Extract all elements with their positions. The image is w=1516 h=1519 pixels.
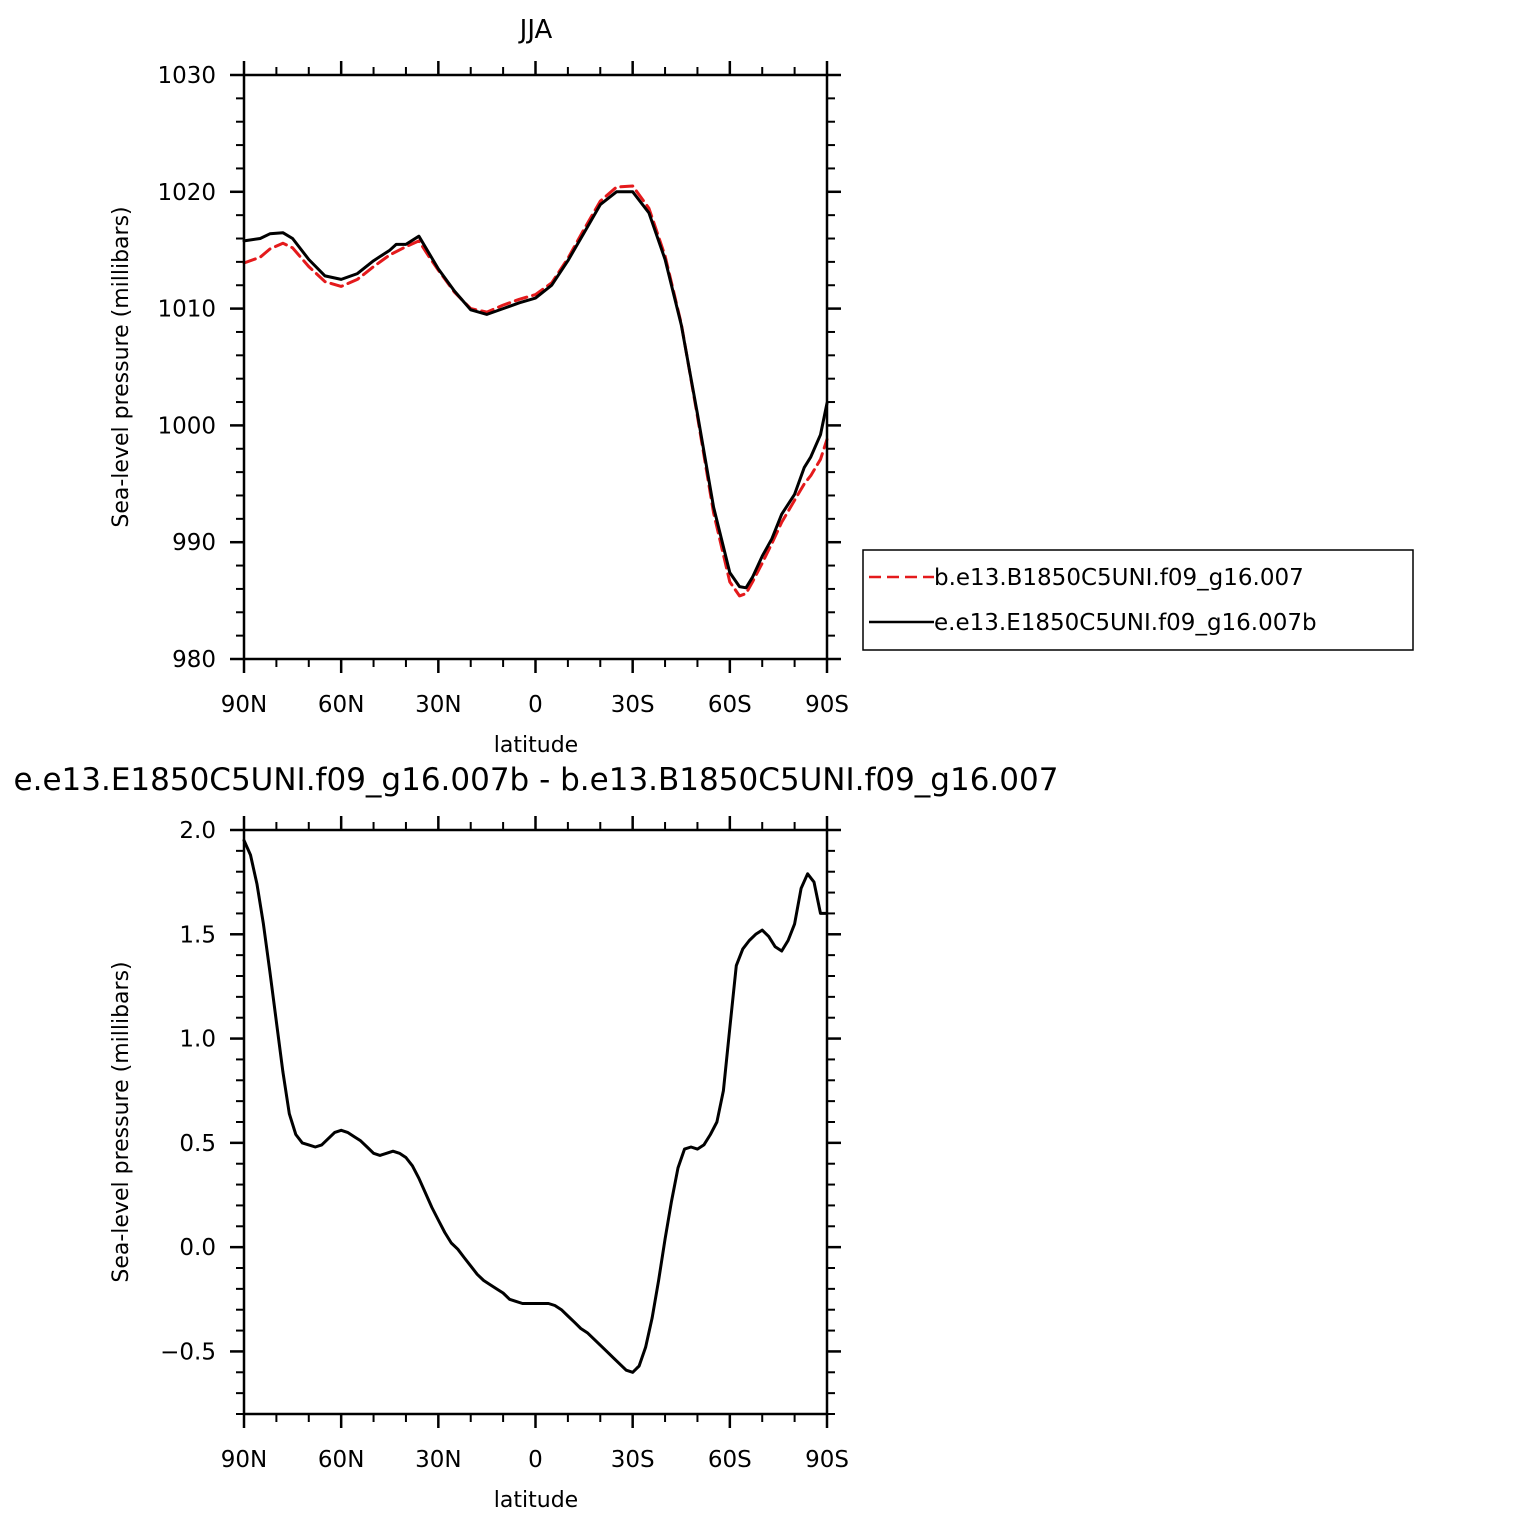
top-chart-series [242, 184, 829, 598]
bottom-chart-x-tick-label: 60N [318, 1447, 364, 1473]
legend: b.e13.B1850C5UNI.f09_g16.007 e.e13.E1850… [862, 549, 1414, 651]
bottom-chart-y-tick-label: 2.0 [179, 818, 216, 844]
bottom-chart-ylabel: Sea-level pressure (millibars) [109, 961, 134, 1282]
bottom-chart-title: e.e13.E1850C5UNI.f09_g16.007b - b.e13.B1… [14, 762, 1059, 798]
bottom-chart: e.e13.E1850C5UNI.f09_g16.007b - b.e13.B1… [14, 762, 1059, 1513]
legend-item-1-label: b.e13.B1850C5UNI.f09_g16.007 [934, 565, 1304, 591]
top-chart-frame [242, 73, 829, 661]
top-chart-x-tick-label: 90N [221, 692, 267, 718]
top-chart-x-tick-label: 0 [528, 692, 543, 718]
bottom-chart-series [242, 838, 829, 1374]
top-chart-ylabel: Sea-level pressure (millibars) [109, 206, 134, 527]
legend-item-2-label: e.e13.E1850C5UNI.f09_g16.007b [934, 610, 1317, 636]
top-chart-y-tick-label: 1000 [157, 413, 216, 439]
bottom-chart-x-tick-label: 30S [611, 1447, 655, 1473]
top-chart-y-tick-label: 980 [172, 647, 216, 673]
top-chart-series-line-2 [242, 190, 829, 590]
bottom-chart-frame [242, 828, 829, 1416]
top-chart-x-tick-label: 30S [611, 692, 655, 718]
bottom-chart-y-tick-label: 0.0 [179, 1235, 216, 1261]
bottom-chart-y-tick-label: 1.0 [179, 1027, 216, 1053]
bottom-chart-x-tick-label: 90S [805, 1447, 849, 1473]
top-chart-axes: 90N 60N 30N 0 30S 60S 90S 1030 1020 1010 1000 990 98… [157, 61, 849, 718]
bottom-chart-axes: 90N 60N 30N 0 30S 60S 90S 2.0 1.5 1.0 0.5 0.0 −0.5 [160, 816, 849, 1473]
bottom-chart-y-tick-label: 1.5 [179, 922, 216, 948]
bottom-chart-y-tick-label: 0.5 [179, 1131, 216, 1157]
bottom-chart-series-line-1 [242, 838, 829, 1374]
top-chart-y-tick-label: 1020 [157, 180, 216, 206]
top-chart-xlabel: latitude [494, 733, 578, 758]
top-chart-x-tick-label: 30N [415, 692, 461, 718]
bottom-chart-x-tick-label: 0 [528, 1447, 543, 1473]
top-chart-x-tick-label: 90S [805, 692, 849, 718]
top-chart-series-line-1 [242, 184, 829, 598]
bottom-chart-x-tick-label: 90N [221, 1447, 267, 1473]
bottom-chart-xlabel: latitude [494, 1488, 578, 1513]
bottom-chart-y-tick-label: −0.5 [160, 1339, 216, 1365]
top-chart-y-tick-label: 1010 [157, 297, 216, 323]
legend-box [862, 549, 1414, 651]
top-chart-y-tick-label: 1030 [157, 63, 216, 89]
top-chart-x-tick-label: 60N [318, 692, 364, 718]
top-chart-y-tick-label: 990 [172, 530, 216, 556]
bottom-chart-x-tick-label: 30N [415, 1447, 461, 1473]
top-chart-title: JJA [518, 15, 553, 45]
bottom-chart-x-tick-label: 60S [708, 1447, 752, 1473]
top-chart-x-tick-label: 60S [708, 692, 752, 718]
top-chart: JJA 90N 60N 30N 0 30S 60S 90S10301020101010009… [109, 15, 1414, 758]
